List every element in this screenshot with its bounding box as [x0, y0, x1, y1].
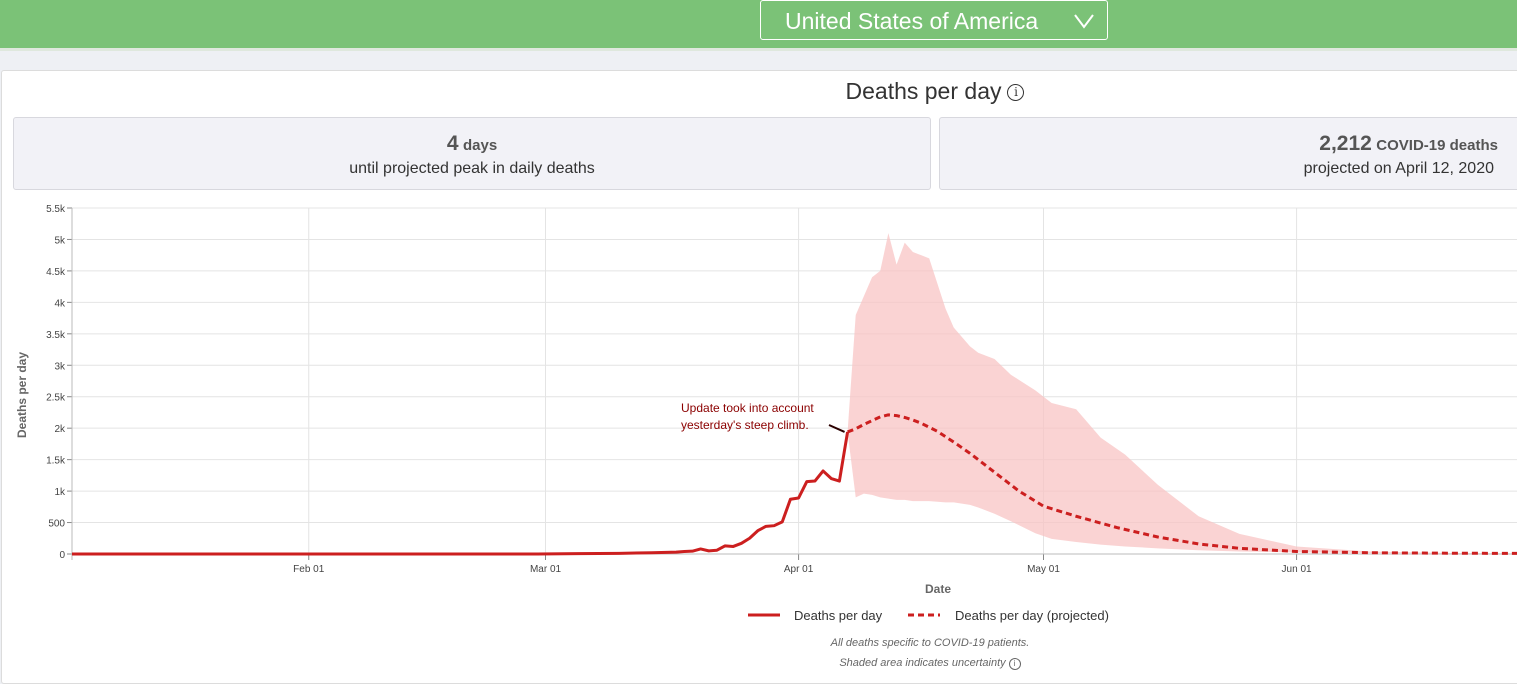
actual-deaths-line — [72, 431, 850, 556]
footnote-uncertainty: Shaded area indicates uncertainty i — [0, 657, 1517, 670]
chevron-down-icon — [1074, 14, 1094, 29]
annotation-line-2: yesterday's steep climb. — [681, 418, 809, 432]
section-title-text: Deaths per day — [845, 78, 1002, 104]
y-tick-label: 4.5k — [46, 267, 66, 278]
y-tick-label: 1k — [54, 487, 66, 498]
country-select[interactable]: United States of America — [760, 0, 1108, 40]
y-tick-label: 3.5k — [46, 330, 66, 341]
annotation-line-1: Update took into account — [681, 401, 814, 415]
peak-days-unit: days — [462, 137, 498, 154]
y-tick-label: 3k — [54, 361, 66, 372]
legend-label-projected: Deaths per day (projected) — [955, 608, 1109, 623]
projected-deaths-line — [847, 413, 1517, 555]
annotation-arrow — [828, 424, 845, 433]
uncertainty-band — [847, 233, 1517, 554]
y-axis-title: Deaths per day — [15, 352, 29, 438]
deaths-chart: 0 500 1k 1.5k 2k 2.5k 3k 3.5k 4k 4.5k 5k 5.5k Feb 01… — [15, 204, 1517, 623]
y-tick-label: 4k — [54, 298, 66, 309]
footnote-uncertainty-text: Shaded area indicates uncertainty — [839, 657, 1006, 669]
footnote-deaths: All deaths specific to COVID-19 patients… — [830, 637, 1030, 649]
legend-label-actual: Deaths per day — [794, 608, 883, 623]
y-tick-label: 5k — [54, 235, 66, 246]
peak-days-card: 4 days until projected peak in daily dea… — [13, 117, 931, 190]
projected-deaths-unit: COVID-19 deaths — [1376, 137, 1498, 154]
section-title: Deaths per day i — [0, 78, 1517, 105]
x-tick-label: Mar 01 — [530, 564, 562, 575]
y-tick-label: 5.5k — [46, 204, 66, 215]
y-tick-label: 1.5k — [46, 456, 66, 467]
x-tick-label: Apr 01 — [784, 564, 814, 575]
y-tick-label: 2.5k — [46, 393, 66, 404]
y-tick-label: 0 — [59, 550, 65, 561]
x-axis-title: Date — [925, 582, 951, 596]
y-tick-label: 500 — [48, 519, 65, 530]
y-tick-label: 2k — [54, 424, 66, 435]
projected-deaths-caption: projected on April 12, 2020 — [1303, 160, 1494, 177]
country-select-label: United States of America — [785, 8, 1039, 34]
uncertainty-info-icon[interactable]: i — [1008, 658, 1021, 670]
x-tick-label: May 01 — [1027, 564, 1060, 575]
projected-deaths-card: 2,212 COVID-19 deaths projected on April… — [939, 117, 1517, 190]
peak-days-caption: until projected peak in daily deaths — [349, 160, 595, 177]
projected-deaths-value: 2,212 — [1319, 132, 1372, 155]
info-icon[interactable]: i — [1007, 84, 1025, 101]
x-tick-label: Jun 01 — [1282, 564, 1312, 575]
peak-days-value: 4 — [446, 132, 459, 155]
x-tick-label: Feb 01 — [293, 564, 325, 575]
top-bar: United States of America — [0, 0, 1517, 51]
